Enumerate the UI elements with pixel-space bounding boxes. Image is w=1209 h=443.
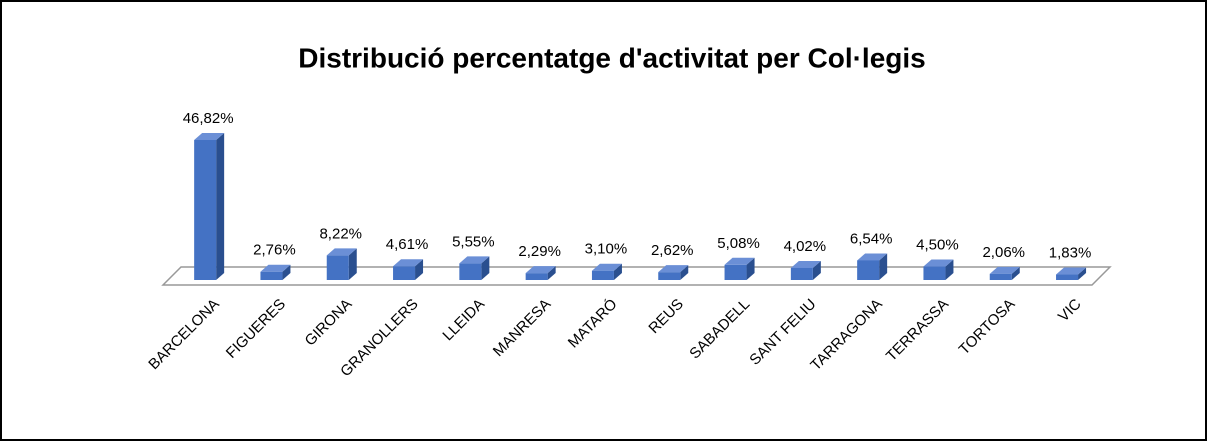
data-label: 6,54% <box>850 230 893 247</box>
bar-top <box>857 253 888 261</box>
bar <box>459 263 482 280</box>
bar <box>857 260 880 280</box>
bar <box>790 267 813 280</box>
bar-top <box>923 259 954 267</box>
bar-top <box>194 133 225 140</box>
bar-side <box>613 263 622 280</box>
bar-top <box>525 266 556 274</box>
bar <box>658 272 681 280</box>
data-label: 8,22% <box>319 225 362 242</box>
data-label: 5,08% <box>717 235 760 252</box>
bar-side <box>1078 267 1087 280</box>
data-label: 1,83% <box>1049 244 1092 261</box>
chart-title: Distribució percentatge d'activitat per … <box>298 42 925 73</box>
bar-top <box>459 256 490 264</box>
bar-side <box>879 253 888 280</box>
data-label: 2,29% <box>518 243 561 260</box>
data-label: 2,06% <box>982 244 1025 261</box>
bar-side <box>1011 266 1020 280</box>
bar-side <box>348 248 357 280</box>
data-label: 5,55% <box>452 233 495 250</box>
bar <box>326 255 349 280</box>
bar <box>194 140 217 280</box>
data-label: 2,76% <box>253 242 296 259</box>
data-label: 4,61% <box>386 236 429 253</box>
bar-top <box>790 260 821 268</box>
bar-side <box>945 259 954 280</box>
bar-side <box>216 133 225 280</box>
bar <box>591 270 614 280</box>
bar-side <box>812 260 821 280</box>
bar <box>393 266 416 280</box>
bar-side <box>680 265 689 280</box>
bar-top <box>1056 267 1087 275</box>
bar-top <box>591 263 622 271</box>
bar <box>1056 274 1079 280</box>
bar-top <box>658 265 689 273</box>
bar-side <box>547 266 556 280</box>
data-label: 4,50% <box>916 237 959 254</box>
bar <box>724 264 747 280</box>
bar-top <box>724 257 755 265</box>
bar-side <box>481 256 490 280</box>
bar <box>260 271 283 280</box>
bar-side <box>415 259 424 280</box>
data-label: 2,62% <box>651 242 694 259</box>
bar-top <box>260 264 291 272</box>
bar-top <box>989 266 1020 274</box>
bar <box>989 273 1012 280</box>
bar-top <box>393 259 424 267</box>
bar-side <box>746 257 755 280</box>
floor <box>161 266 1112 286</box>
bar-side <box>282 264 291 280</box>
data-label: 3,10% <box>585 241 628 258</box>
data-label: 4,02% <box>784 238 827 255</box>
bar <box>525 273 548 280</box>
bar <box>923 266 946 280</box>
bar-top <box>326 248 357 256</box>
data-label: 46,82% <box>183 110 234 127</box>
